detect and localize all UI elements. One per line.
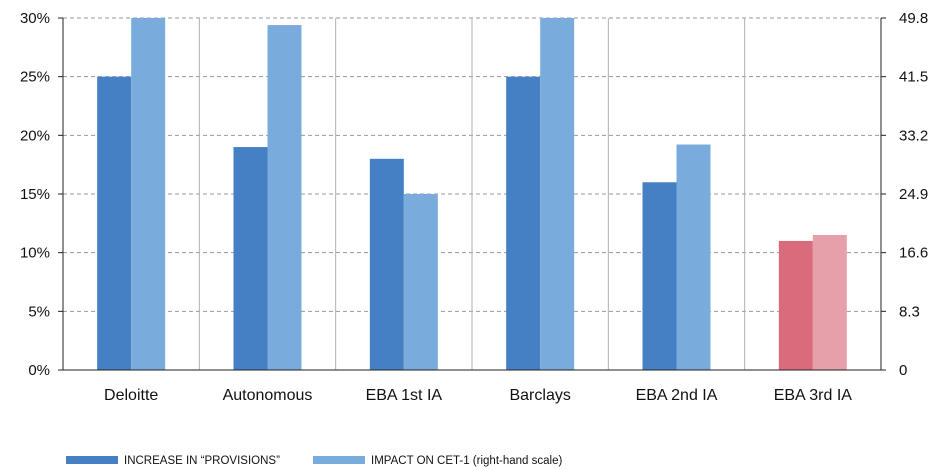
right-tick-label: 49.8 [899,10,928,27]
bar-cet1-2 [403,194,438,370]
left-tick-label: 30% [20,10,50,27]
category-label: Deloitte [104,387,158,404]
bar-provisions-0 [97,76,132,371]
right-tick-label: 0 [899,362,907,379]
bar-cet1-3 [540,18,575,370]
legend-swatch-cet1 [313,456,365,464]
bar-cet1-5 [812,234,847,370]
bars-group [97,18,847,371]
left-tick-label: 5% [28,303,50,320]
bar-provisions-1 [233,147,268,370]
left-axis-ticks: 0% 5% 10% 15% 20% 25% 30% [20,10,63,379]
bar-provisions-2 [369,158,404,370]
bar-provisions-3 [506,76,541,371]
category-label: Barclays [509,387,570,404]
left-tick-label: 0% [28,362,50,379]
left-tick-label: 10% [20,245,50,262]
category-label: EBA 1st IA [366,387,443,404]
right-tick-label: 8.3 [899,303,920,320]
category-labels: Deloitte Autonomous EBA 1st IA Barclays EBA … [104,387,852,404]
bar-cet1-0 [131,18,166,370]
legend-label-cet1: IMPACT ON CET-1 (right-hand scale) [371,455,562,467]
right-tick-label: 16.6 [899,245,928,262]
legend: INCREASE IN “PROVISIONS” IMPACT ON CET-1 … [66,455,562,467]
category-label: EBA 3rd IA [774,387,853,404]
category-label: Autonomous [223,387,313,404]
legend-label-provisions: INCREASE IN “PROVISIONS” [124,455,280,467]
right-axis-ticks: 0 8.3 16.6 24.9 33.2 41.5 49.8 [881,10,928,379]
bar-cet1-4 [676,144,711,370]
left-tick-label: 15% [20,186,50,203]
grid-lines [63,17,881,370]
left-tick-label: 20% [20,127,50,144]
right-tick-label: 24.9 [899,186,928,203]
right-tick-label: 33.2 [899,127,928,144]
right-tick-label: 41.5 [899,69,928,86]
legend-swatch-provisions [66,456,118,464]
bar-cet1-1 [267,25,302,371]
left-tick-label: 25% [20,69,50,86]
bar-provisions-5 [778,240,813,370]
bar-provisions-4 [642,182,677,370]
category-label: EBA 2nd IA [636,387,718,404]
